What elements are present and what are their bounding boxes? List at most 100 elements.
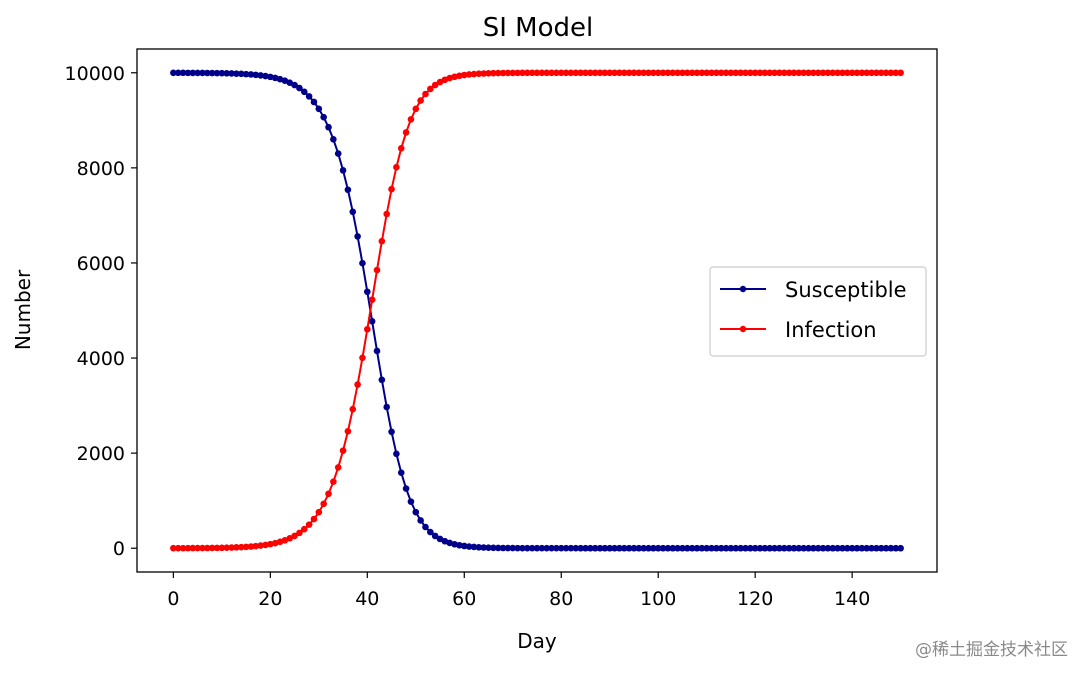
legend-label-susceptible: Susceptible bbox=[785, 278, 907, 302]
y-tick-label: 10000 bbox=[65, 63, 125, 85]
data-point-infection bbox=[761, 69, 769, 77]
data-point-infection bbox=[829, 69, 837, 77]
data-point-infection bbox=[490, 69, 497, 77]
data-point-susceptible bbox=[373, 347, 381, 355]
data-point-susceptible bbox=[635, 544, 643, 552]
data-point-susceptible bbox=[819, 544, 827, 552]
data-point-susceptible bbox=[199, 69, 206, 77]
data-point-infection bbox=[364, 325, 371, 333]
data-point-susceptible bbox=[616, 544, 623, 552]
data-point-susceptible bbox=[174, 69, 182, 77]
data-point-infection bbox=[853, 69, 861, 77]
data-point-susceptible bbox=[553, 544, 560, 552]
data-point-susceptible bbox=[810, 544, 817, 552]
data-point-susceptible bbox=[630, 544, 638, 552]
data-point-susceptible bbox=[882, 544, 890, 552]
data-point-infection bbox=[359, 354, 366, 362]
data-point-infection bbox=[344, 427, 352, 435]
data-point-susceptible bbox=[475, 543, 483, 551]
plot-area-frame bbox=[136, 48, 938, 573]
data-point-infection bbox=[645, 69, 652, 77]
data-point-infection bbox=[669, 69, 677, 77]
data-point-infection bbox=[611, 69, 618, 77]
data-point-infection bbox=[756, 69, 764, 77]
data-point-infection bbox=[698, 69, 706, 77]
data-point-susceptible bbox=[727, 544, 735, 552]
data-point-susceptible bbox=[456, 541, 463, 549]
data-point-susceptible bbox=[664, 544, 672, 552]
data-point-susceptible bbox=[383, 403, 391, 411]
x-tick-label: 80 bbox=[549, 588, 573, 610]
data-point-infection bbox=[291, 532, 298, 540]
data-point-susceptible bbox=[349, 208, 357, 216]
series-susceptible bbox=[170, 69, 904, 552]
legend: Susceptible Infection bbox=[709, 266, 927, 357]
legend-marker-infection bbox=[739, 325, 747, 333]
data-point-susceptible bbox=[519, 544, 526, 552]
data-point-susceptible bbox=[548, 544, 555, 552]
data-point-infection bbox=[499, 69, 507, 77]
data-point-susceptible bbox=[184, 69, 192, 77]
data-point-infection bbox=[538, 69, 546, 77]
data-point-susceptible bbox=[897, 544, 904, 552]
data-point-infection bbox=[877, 69, 885, 77]
data-point-infection bbox=[625, 69, 633, 77]
data-point-susceptible bbox=[194, 69, 201, 77]
data-point-infection bbox=[233, 544, 240, 551]
data-point-infection bbox=[470, 70, 478, 78]
data-point-infection bbox=[509, 69, 517, 77]
data-point-infection bbox=[582, 69, 589, 77]
data-point-susceptible bbox=[756, 544, 764, 552]
data-point-susceptible bbox=[766, 544, 774, 552]
data-point-infection bbox=[810, 69, 817, 77]
data-point-susceptible bbox=[669, 544, 677, 552]
data-point-susceptible bbox=[422, 523, 429, 531]
data-point-susceptible bbox=[300, 88, 308, 96]
y-tick-label: 6000 bbox=[77, 253, 125, 275]
data-point-infection bbox=[242, 543, 250, 551]
data-point-susceptible bbox=[330, 135, 337, 143]
data-point-susceptible bbox=[625, 544, 633, 552]
data-point-susceptible bbox=[247, 71, 255, 78]
data-point-susceptible bbox=[237, 70, 245, 78]
data-point-infection bbox=[223, 544, 230, 551]
data-point-susceptible bbox=[320, 113, 327, 121]
data-point-infection bbox=[640, 69, 647, 77]
data-point-susceptible bbox=[873, 544, 880, 552]
data-point-susceptible bbox=[693, 544, 701, 552]
data-point-infection bbox=[524, 69, 531, 77]
watermark: @稀土掘金技术社区 bbox=[915, 640, 1068, 660]
data-point-susceptible bbox=[402, 485, 410, 492]
x-tick-label: 40 bbox=[355, 588, 379, 610]
data-point-infection bbox=[296, 529, 303, 537]
data-point-infection bbox=[315, 508, 323, 516]
data-point-infection bbox=[882, 69, 890, 77]
data-point-infection bbox=[475, 70, 483, 78]
data-point-susceptible bbox=[291, 81, 298, 89]
data-point-susceptible bbox=[334, 150, 342, 157]
legend-item-infection: Infection bbox=[720, 318, 877, 342]
data-point-susceptible bbox=[650, 544, 657, 552]
data-point-susceptible bbox=[533, 544, 541, 552]
data-point-susceptible bbox=[805, 544, 812, 552]
data-point-infection bbox=[417, 97, 424, 104]
data-point-susceptible bbox=[795, 544, 803, 552]
data-point-susceptible bbox=[562, 544, 570, 552]
data-point-infection bbox=[543, 69, 550, 77]
data-point-susceptible bbox=[853, 544, 861, 552]
data-point-infection bbox=[310, 515, 318, 523]
data-point-susceptible bbox=[761, 544, 769, 552]
data-point-susceptible bbox=[732, 544, 740, 552]
data-point-susceptible bbox=[567, 544, 575, 552]
data-point-susceptible bbox=[780, 544, 788, 552]
data-point-susceptible bbox=[480, 544, 487, 551]
data-point-infection bbox=[460, 71, 468, 79]
data-point-susceptible bbox=[218, 69, 226, 77]
data-point-susceptible bbox=[397, 469, 405, 477]
data-point-infection bbox=[213, 544, 221, 552]
data-point-infection bbox=[814, 69, 822, 77]
data-point-infection bbox=[717, 69, 725, 77]
data-point-susceptible bbox=[490, 544, 497, 552]
data-point-infection bbox=[630, 69, 638, 77]
data-point-infection bbox=[858, 69, 866, 77]
